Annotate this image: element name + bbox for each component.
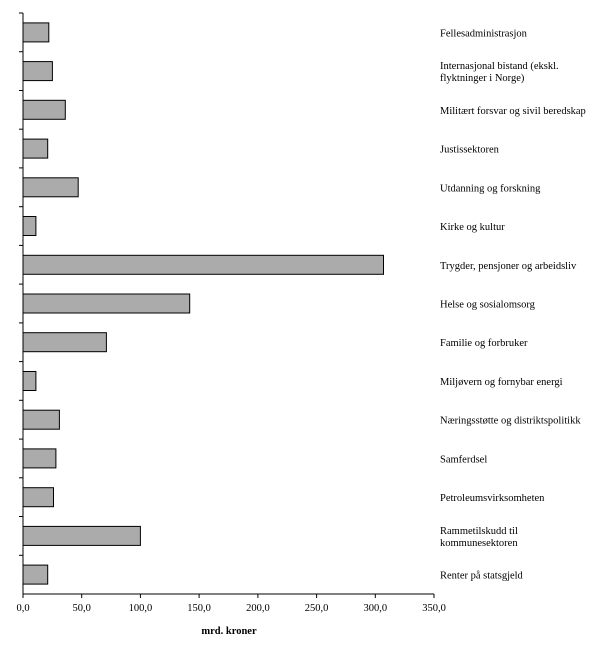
bar-13 [22, 525, 141, 546]
category-label-14: Renter på statsgjeld [440, 571, 524, 582]
x-tick-label-6: 300,0 [363, 603, 387, 614]
bar-4 [22, 177, 79, 198]
x-tick-label-4: 200,0 [246, 603, 270, 614]
category-label-2: Militært forsvar og sivil beredskap [440, 106, 586, 117]
category-label-10: Næringsstøtte og distriktspolitikk [440, 416, 581, 427]
category-label-6: Trygder, pensjoner og arbeidsliv [440, 261, 577, 272]
category-label-9: Miljøvern og fornybar energi [440, 377, 563, 388]
bar-9 [22, 371, 37, 391]
category-label-8: Familie og forbruker [440, 338, 528, 349]
x-axis-ticks: 0,0 50,0 100,0 150,0 200,0 250,0 300,0 350,0 [16, 594, 446, 614]
axes-layer [19, 12, 434, 595]
bar-10 [22, 409, 60, 430]
x-tick-label-3: 150,0 [187, 603, 211, 614]
bars-layer [22, 22, 384, 585]
x-tick-label-7: 350,0 [422, 603, 446, 614]
category-label-12: Petroleumsvirksomheten [440, 493, 545, 504]
bar-1 [22, 61, 53, 82]
bar-8 [22, 332, 107, 353]
bar-2 [22, 99, 66, 120]
x-tick-label-0: 0,0 [16, 603, 29, 614]
category-label-0: Fellesadministrasjon [440, 28, 528, 39]
category-label-4: Utdanning og forskning [440, 183, 541, 194]
category-labels: Fellesadministrasjon Internasjonal bistan… [440, 28, 586, 581]
x-axis-title: mrd. kroner [201, 626, 257, 637]
bar-7 [22, 293, 191, 314]
bar-11 [22, 448, 57, 469]
x-tick-label-2: 100,0 [129, 603, 153, 614]
bar-3 [22, 138, 49, 159]
category-label-11: Samferdsel [440, 454, 487, 465]
bar-0 [22, 22, 50, 43]
bar-14 [22, 564, 49, 585]
category-label-7: Helse og sosialomsorg [440, 300, 536, 311]
bar-12 [22, 487, 54, 508]
bar-6 [22, 254, 384, 275]
category-label-13: Rammetilskudd til kommunesektoren [440, 526, 518, 549]
x-tick-label-1: 50,0 [73, 603, 91, 614]
category-label-5: Kirke og kultur [440, 222, 505, 233]
category-label-1: Internasjonal bistand (ekskl. flyktninger… [440, 61, 559, 84]
bar-5 [22, 216, 37, 236]
x-tick-label-5: 250,0 [305, 603, 329, 614]
category-label-3: Justissektoren [440, 145, 500, 156]
